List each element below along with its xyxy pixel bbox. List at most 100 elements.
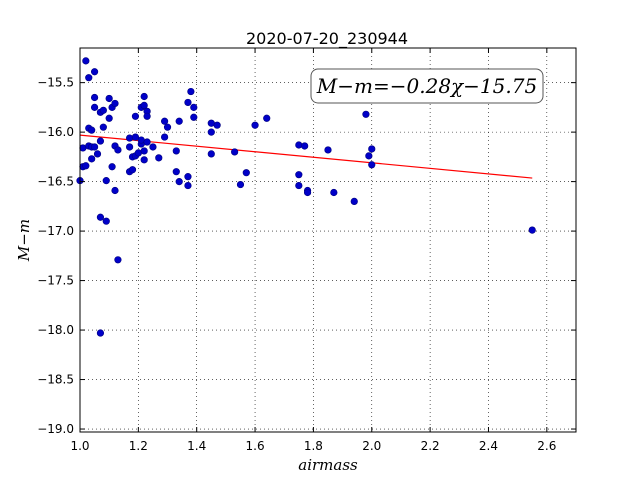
data-point xyxy=(88,155,96,163)
grid xyxy=(79,48,576,432)
data-point xyxy=(140,92,148,101)
fit-equation-annotation: M−m=−0.28χ−15.75 xyxy=(310,68,544,104)
data-point xyxy=(143,138,151,146)
data-point xyxy=(161,133,169,141)
data-point xyxy=(140,156,148,164)
x-tick-label: 2.2 xyxy=(421,439,440,453)
data-point xyxy=(242,169,250,177)
data-point xyxy=(93,150,102,158)
data-point xyxy=(190,113,198,121)
y-tick-label: −17.5 xyxy=(37,274,74,288)
y-axis-label: M−m xyxy=(15,219,33,262)
data-point xyxy=(365,152,373,160)
data-point xyxy=(295,171,303,179)
data-point xyxy=(131,112,140,120)
data-point xyxy=(105,114,113,122)
data-point xyxy=(236,180,245,189)
data-point xyxy=(172,147,180,155)
y-tick-label: −18.5 xyxy=(37,373,74,387)
data-point xyxy=(528,226,536,234)
data-point xyxy=(187,87,195,96)
y-tick-label: −17.0 xyxy=(37,224,74,238)
data-point xyxy=(114,146,122,154)
x-tick-label: 2.0 xyxy=(362,439,381,453)
y-tick-label: −16.0 xyxy=(37,125,74,139)
data-point xyxy=(140,147,148,155)
data-point xyxy=(85,74,93,82)
data-point xyxy=(184,98,192,107)
data-point xyxy=(99,106,107,114)
data-point xyxy=(231,148,239,156)
data-point xyxy=(295,181,303,190)
data-point xyxy=(102,217,110,225)
data-point xyxy=(126,134,134,142)
y-tick-label: −15.5 xyxy=(37,76,74,90)
data-point xyxy=(175,117,183,125)
data-point xyxy=(140,101,148,110)
data-point xyxy=(172,168,180,176)
data-point xyxy=(207,150,215,158)
data-point xyxy=(114,256,122,264)
y-tick-label: −18.0 xyxy=(37,323,74,337)
data-point xyxy=(330,188,338,197)
data-point xyxy=(96,329,105,337)
data-points xyxy=(76,57,536,337)
data-point xyxy=(90,68,99,76)
y-tick-label: −16.5 xyxy=(37,175,74,189)
annotation-text: M−m=−0.28χ−15.75 xyxy=(316,74,537,98)
data-point xyxy=(82,57,90,65)
data-point xyxy=(213,121,221,129)
fit-line-group xyxy=(79,134,533,179)
fit-line xyxy=(79,134,533,179)
x-tick-label: 1.4 xyxy=(187,439,206,453)
data-point xyxy=(368,145,376,153)
x-tick-label: 2.4 xyxy=(479,439,498,453)
data-point xyxy=(350,197,358,206)
x-tick-label: 1.8 xyxy=(304,439,323,453)
data-point xyxy=(105,94,113,103)
x-tick-label: 1.2 xyxy=(129,439,148,453)
data-point xyxy=(111,99,119,108)
data-point xyxy=(295,141,303,149)
data-point xyxy=(184,173,192,181)
axis-ticks: 1.0 1.2 1.4 1.6 1.8 2.0 2.2 2.4 2.6 −15.5 −16.0 −16… xyxy=(37,48,576,453)
data-point xyxy=(96,137,105,145)
data-point xyxy=(111,186,119,195)
chart-title: 2020-07-20_230944 xyxy=(246,29,408,49)
x-tick-label: 1.0 xyxy=(70,439,89,453)
plot-frame xyxy=(79,47,577,433)
data-point xyxy=(301,142,309,150)
data-point xyxy=(90,103,99,111)
data-point xyxy=(102,177,110,185)
annotation-box xyxy=(310,68,544,104)
data-point xyxy=(90,143,99,151)
data-point xyxy=(82,162,90,170)
data-point xyxy=(108,163,116,171)
data-point xyxy=(263,114,271,122)
data-point xyxy=(99,123,107,131)
data-point xyxy=(126,143,134,151)
data-point xyxy=(251,121,259,129)
data-point xyxy=(184,181,192,190)
data-point xyxy=(128,166,137,174)
data-point xyxy=(362,110,370,118)
data-point xyxy=(161,117,169,125)
data-point xyxy=(155,154,163,162)
x-tick-label: 2.6 xyxy=(537,439,556,453)
data-point xyxy=(163,123,172,131)
data-point xyxy=(149,143,157,151)
data-point xyxy=(303,188,312,197)
data-point xyxy=(207,128,215,136)
data-point xyxy=(190,103,198,111)
data-point xyxy=(324,146,332,154)
data-point xyxy=(131,133,140,141)
data-point xyxy=(143,112,151,120)
data-point xyxy=(175,178,183,186)
data-point xyxy=(368,161,376,169)
y-tick-label: −19.0 xyxy=(37,422,74,436)
data-point xyxy=(90,93,99,102)
data-point xyxy=(88,126,96,134)
x-axis-label: airmass xyxy=(298,456,358,474)
x-tick-label: 1.6 xyxy=(246,439,265,453)
